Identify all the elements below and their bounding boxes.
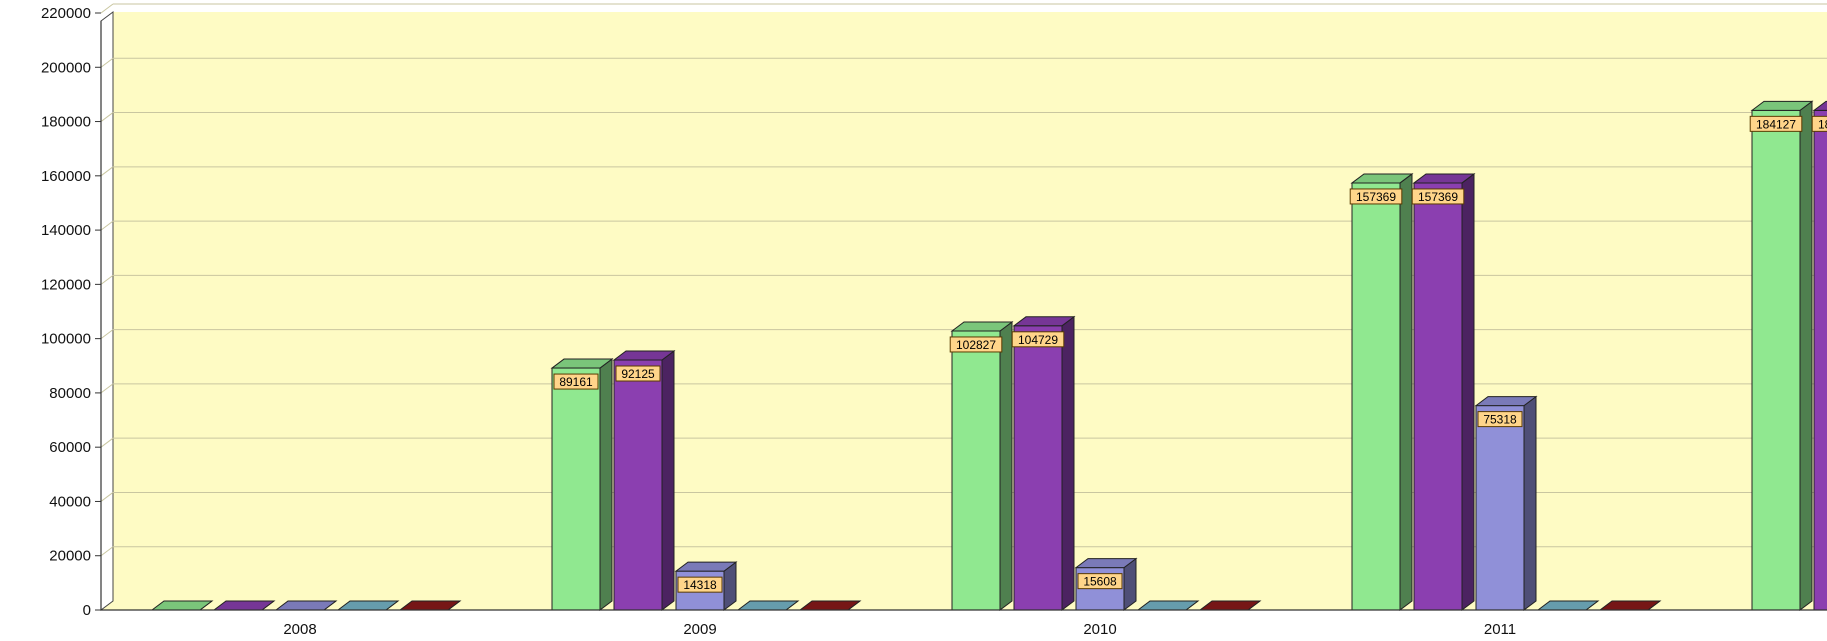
y-tick-label: 220000 [41,5,91,22]
bar-side [599,358,613,611]
data-labels: 89161 92125 14318 102827 104729 15608 157369 15… [553,115,1827,593]
bar-top [1412,173,1476,184]
data-label: 75318 [1477,411,1523,428]
bar-front [613,359,663,611]
gridline-connector [100,166,114,177]
gridline-connector [100,383,114,394]
data-label-text: 104729 [1018,333,1058,347]
x-tick-label: 2009 [683,621,716,638]
gridline-connector [100,57,114,68]
gridline-connector [100,112,114,122]
x-axis-ticks: 20082009201020112012 [283,621,1516,638]
data-label-text: 157369 [1418,190,1458,204]
gridline-connector [100,274,114,285]
bar-front [1813,109,1827,611]
axes [100,21,1827,611]
y-tick-label: 120000 [41,276,91,293]
data-label: 104729 [1011,331,1065,348]
gridline-connector [100,492,114,502]
bar-front [551,367,601,611]
data-label: 92125 [615,365,661,382]
data-label-text: 15608 [1083,575,1117,589]
gridline-connector [100,3,114,14]
gridline-connector [100,546,114,557]
data-label-box [1411,188,1465,205]
bar-front [1751,109,1801,611]
data-label-text: 92125 [621,367,655,381]
bar-top [1474,396,1538,407]
data-label-text: 184127 [1818,117,1827,131]
plot-side-wall [100,11,114,611]
data-label-text: 102827 [956,338,996,352]
bar-top [950,321,1014,332]
y-tick-label: 60000 [49,439,91,456]
bar-top [612,350,676,361]
data-label-text: 157369 [1356,190,1396,204]
bar-front [1413,182,1463,611]
bar-side [661,350,675,611]
data-label-text: 89161 [559,375,593,389]
bar-front [1013,325,1063,611]
bar-top [1812,100,1827,111]
data-label-box [949,336,1003,353]
bar-side [1523,395,1537,611]
y-tick-label: 40000 [49,493,91,510]
data-label-box [677,576,723,593]
data-label: 89161 [553,373,599,390]
data-label: 157369 [1349,188,1403,205]
gridline-connector [100,329,114,340]
data-label-box [553,373,599,390]
bar-top [1012,316,1076,327]
data-label-box [1011,331,1065,348]
bar-side [1799,100,1813,611]
bar-front [951,330,1001,611]
bar-front [1351,182,1401,611]
bar-side [999,320,1013,611]
y-tick-label: 160000 [41,168,91,185]
y-tick-label: 200000 [41,59,91,76]
data-label-box [1349,188,1403,205]
y-tick-label: 100000 [41,331,91,348]
data-label: 184127 [1811,115,1827,132]
data-label-text: 184127 [1756,117,1796,131]
data-label-box [1077,573,1123,590]
bar-front [1475,405,1525,611]
data-label-text: 75318 [1483,413,1517,427]
data-label: 14318 [677,576,723,593]
bar-top [1074,558,1138,569]
bars [150,100,1827,611]
bar-top [1750,100,1814,111]
x-tick-label: 2008 [283,621,316,638]
data-label-box [615,365,661,382]
bar-side [1399,172,1413,611]
y-tick-label: 180000 [41,114,91,131]
data-label-box [1811,115,1827,132]
gridline-connector [100,220,114,231]
bar-side [1461,172,1475,611]
gridline-connector [100,437,114,448]
data-label-text: 14318 [683,578,717,592]
x-tick-label: 2010 [1083,621,1116,638]
bar-top [1350,173,1414,184]
bar-side [1061,315,1075,611]
bar-top [674,561,738,572]
y-tick-label: 80000 [49,385,91,402]
y-tick-label: 0 [83,602,91,619]
x-tick-label: 2011 [1484,621,1516,638]
data-label: 157369 [1411,188,1465,205]
data-label-box [1477,411,1523,428]
y-tick-label: 140000 [41,222,91,239]
bar-top [550,358,614,369]
data-label: 15608 [1077,573,1123,590]
data-label-box [1749,115,1803,132]
data-label: 102827 [949,336,1003,353]
data-label: 184127 [1749,115,1803,132]
y-tick-label: 20000 [49,548,91,565]
y-axis-ticks: 0 20000 40000 60000 80000 100000 120000 140000 1… [41,5,101,619]
